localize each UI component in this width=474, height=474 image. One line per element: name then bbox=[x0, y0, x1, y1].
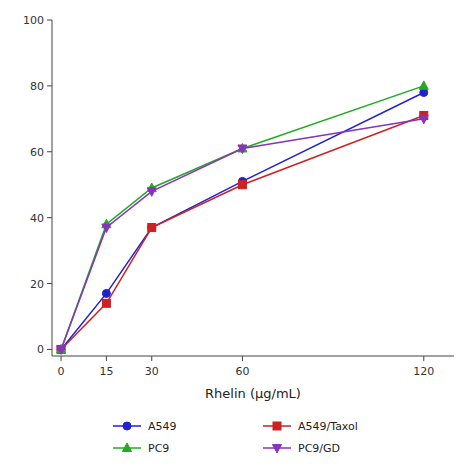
x-tick bbox=[423, 356, 424, 361]
y-tick bbox=[47, 217, 52, 218]
chart-svg: 0 15 30 60 120 0 20 40 60 80 100 Rhelin (μg/mL) A549… bbox=[0, 0, 474, 474]
x-tick-label: 60 bbox=[235, 365, 249, 378]
x-tick-label: 0 bbox=[58, 365, 65, 378]
x-tick bbox=[106, 356, 107, 361]
y-tick bbox=[47, 85, 52, 86]
x-tick-label: 120 bbox=[413, 365, 434, 378]
y-tick-label: 40 bbox=[30, 212, 44, 225]
y-tick bbox=[47, 283, 52, 284]
legend-swatch-marker bbox=[273, 445, 282, 454]
y-tick-label: 60 bbox=[30, 146, 44, 159]
series-line bbox=[61, 119, 424, 350]
y-tick bbox=[47, 349, 52, 350]
series-point bbox=[148, 224, 156, 232]
legend-swatch-marker bbox=[123, 443, 132, 452]
y-tick bbox=[47, 20, 52, 21]
chart-container: 0 15 30 60 120 0 20 40 60 80 100 Rhelin (μg/mL) A549… bbox=[0, 0, 474, 474]
series-point bbox=[57, 345, 65, 353]
series-point bbox=[102, 289, 110, 297]
series-point bbox=[238, 145, 247, 154]
x-tick bbox=[151, 356, 152, 361]
legend-swatch-marker bbox=[273, 422, 281, 430]
series-line bbox=[61, 116, 424, 350]
legend: A549 A549/Taxol PC9 PC9/GD bbox=[113, 420, 358, 455]
legend-label: A549 bbox=[148, 420, 177, 433]
legend-label: PC9/GD bbox=[298, 442, 340, 455]
series-point bbox=[148, 224, 156, 232]
legend-label: A549/Taxol bbox=[298, 420, 358, 433]
series-point bbox=[238, 181, 246, 189]
legend-swatch-marker bbox=[123, 422, 131, 430]
series-point bbox=[102, 224, 111, 233]
y-tick-label: 100 bbox=[23, 14, 44, 27]
x-tick-label: 30 bbox=[145, 365, 159, 378]
series-point bbox=[419, 81, 428, 90]
x-tick bbox=[242, 356, 243, 361]
x-axis-label: Rhelin (μg/mL) bbox=[205, 386, 301, 401]
series-point bbox=[57, 345, 65, 353]
y-tick-label: 20 bbox=[30, 278, 44, 291]
y-tick bbox=[47, 151, 52, 152]
y-tick-label: 80 bbox=[30, 80, 44, 93]
series-line bbox=[61, 86, 424, 350]
series-point bbox=[57, 346, 66, 355]
y-axis-line bbox=[52, 20, 53, 356]
series-point bbox=[102, 299, 110, 307]
legend-label: PC9 bbox=[148, 442, 169, 455]
y-tick-label: 0 bbox=[37, 343, 44, 356]
x-axis-line bbox=[52, 356, 454, 357]
series-point bbox=[419, 115, 428, 124]
x-tick bbox=[61, 356, 62, 361]
series-line bbox=[61, 92, 424, 349]
series-point bbox=[147, 188, 156, 197]
plot-area bbox=[57, 81, 429, 355]
x-tick-label: 15 bbox=[99, 365, 113, 378]
